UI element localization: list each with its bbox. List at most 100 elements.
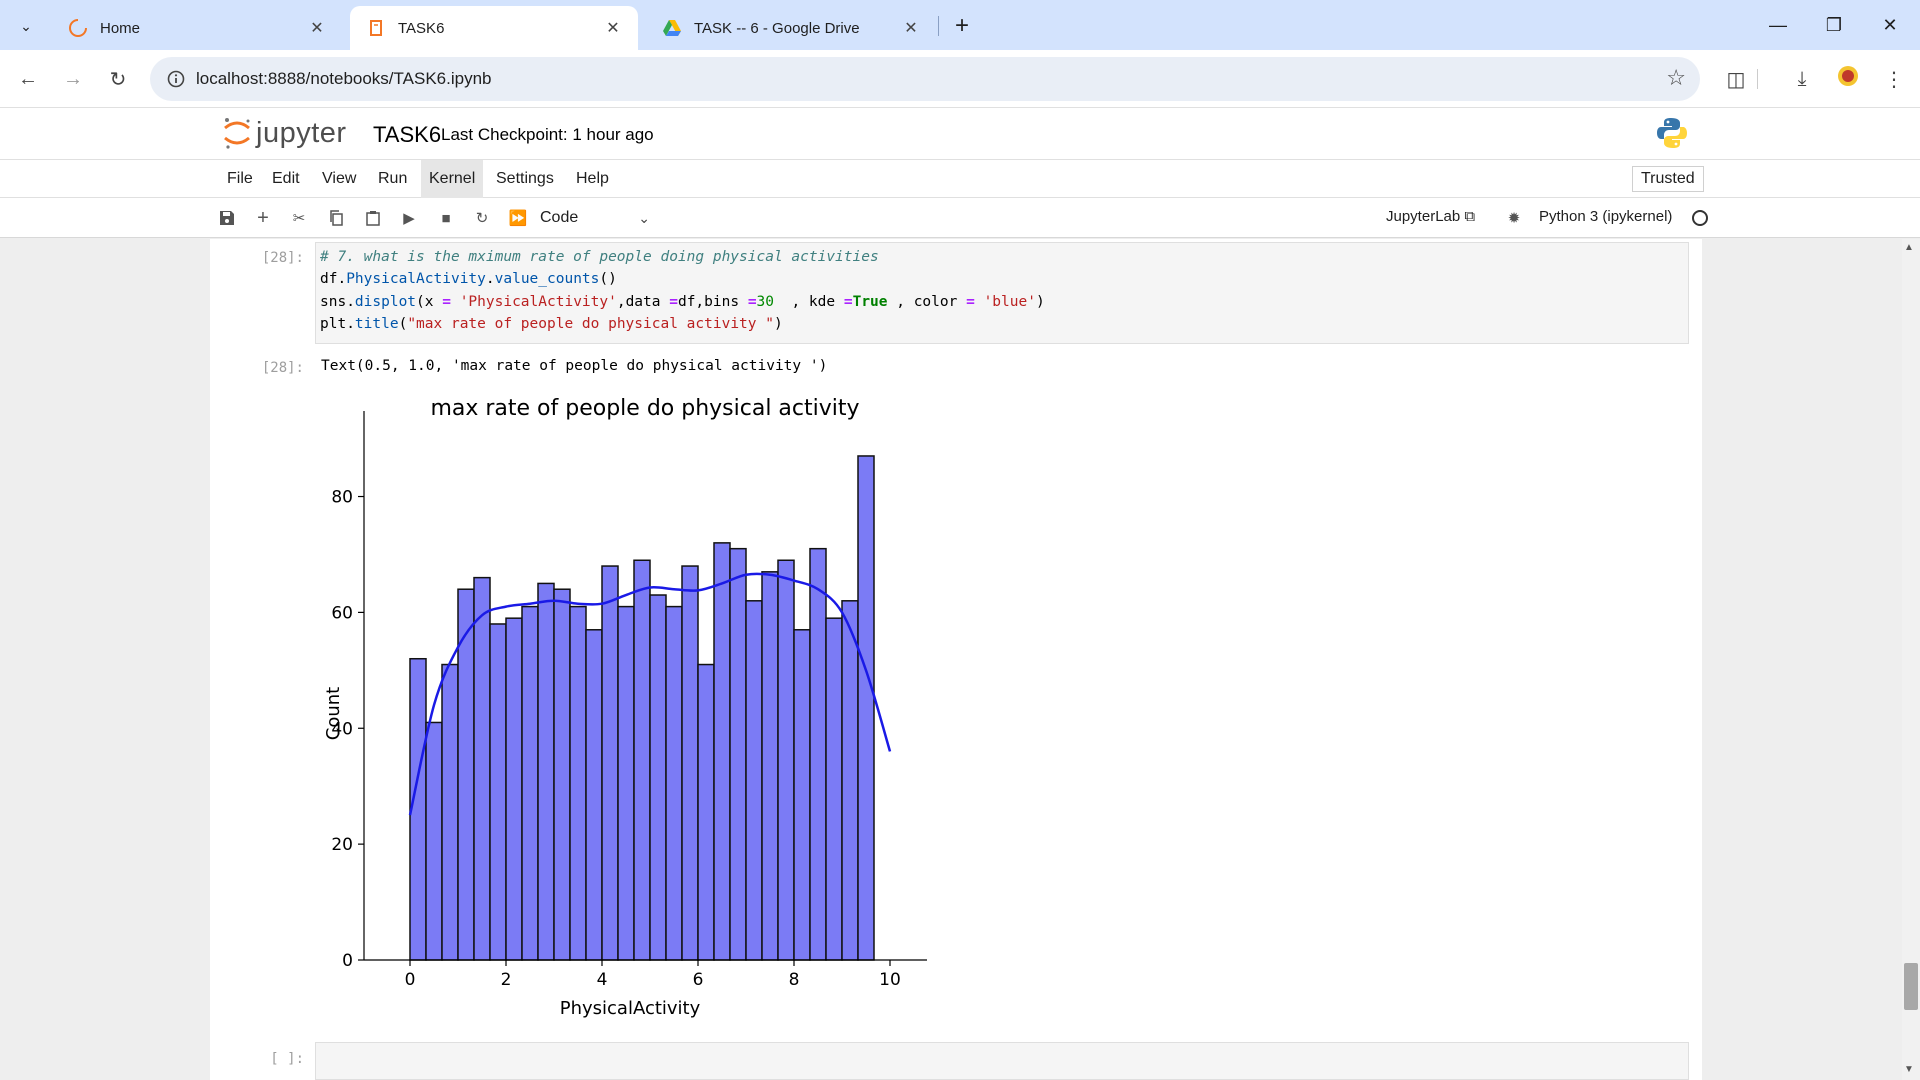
jupyter-loading-icon: [68, 18, 88, 38]
menu-settings[interactable]: Settings: [496, 170, 554, 187]
y-tick-label: 0: [342, 951, 353, 971]
close-icon: ✕: [1882, 14, 1898, 35]
menu-run[interactable]: Run: [378, 170, 408, 187]
close-icon[interactable]: ✕: [310, 20, 324, 37]
x-tick-label: 4: [597, 970, 608, 990]
reload-icon: ↻: [109, 68, 127, 91]
back-button[interactable]: ←: [10, 61, 46, 97]
url-text: localhost:8888/notebooks/TASK6.ipynb: [196, 69, 492, 88]
jupyterlab-label: JupyterLab: [1386, 208, 1461, 225]
histogram-bar: [761, 571, 779, 961]
y-tick-label: 40: [331, 719, 353, 739]
debugger-icon[interactable]: ✹: [1507, 210, 1521, 227]
notebook-icon: [366, 18, 386, 38]
chevron-down-icon: ⌄: [638, 210, 650, 226]
x-tick-label: 0: [405, 970, 416, 990]
histogram-bar: [697, 663, 715, 961]
x-tick-label: 8: [789, 970, 800, 990]
jupyterlab-link[interactable]: JupyterLab ⧉: [1386, 208, 1475, 225]
empty-code-cell[interactable]: [315, 1042, 1689, 1080]
kernel-name[interactable]: Python 3 (ipykernel): [1539, 208, 1673, 225]
menu-kernel[interactable]: Kernel: [421, 160, 484, 198]
y-axis-label: Count: [323, 687, 344, 740]
histogram-bar: [441, 663, 459, 961]
histogram-bar: [857, 455, 875, 961]
paste-icon[interactable]: [361, 206, 385, 230]
download-icon: ⤓: [1797, 67, 1807, 90]
external-link-icon: ⧉: [1464, 208, 1476, 225]
arrow-left-icon: ←: [18, 67, 38, 90]
arrow-right-icon: →: [63, 67, 83, 90]
histogram-bar: [681, 565, 699, 961]
extensions-button[interactable]: ◫: [1718, 61, 1754, 97]
cell-type-select[interactable]: Code ⌄: [540, 206, 650, 230]
stop-icon[interactable]: ■: [441, 209, 451, 227]
scrollbar[interactable]: [1902, 239, 1920, 1080]
menu-file[interactable]: File: [227, 170, 253, 187]
tab-title: Home: [100, 19, 141, 37]
tab-home[interactable]: Home ✕: [52, 6, 342, 50]
x-tick-label: 2: [501, 970, 512, 990]
minimize-icon: —: [1769, 14, 1787, 35]
forward-button[interactable]: →: [55, 61, 91, 97]
histogram-chart: 0 2 4 6 8 10 0 20 40 60 80 PhysicalActivity Count max…: [323, 396, 927, 1019]
tab-search-button[interactable]: ⌄: [10, 10, 42, 42]
minimize-button[interactable]: —: [1750, 0, 1806, 50]
histogram-bar: [553, 588, 571, 961]
histogram-bar: [649, 594, 667, 961]
trusted-indicator[interactable]: Trusted: [1632, 166, 1704, 192]
histogram-bar: [617, 605, 635, 961]
puzzle-icon: ◫: [1726, 68, 1746, 91]
menu-help[interactable]: Help: [576, 170, 609, 187]
new-tab-button[interactable]: +: [946, 10, 978, 42]
histogram-bar: [713, 542, 731, 961]
code-cell-editor[interactable]: [315, 242, 1689, 344]
fast-forward-icon[interactable]: ⏩: [508, 210, 528, 227]
close-icon[interactable]: ✕: [904, 20, 918, 37]
address-bar[interactable]: localhost:8888/notebooks/TASK6.ipynb ☆: [150, 57, 1700, 101]
histogram-bar: [665, 605, 683, 961]
histogram-bar: [793, 629, 811, 961]
add-cell-icon[interactable]: +: [257, 206, 269, 229]
code-comment: # 7. what is the mximum rate of people d…: [320, 249, 879, 265]
downloads-button[interactable]: ⤓: [1784, 61, 1820, 97]
save-icon[interactable]: [215, 206, 239, 230]
menu-view[interactable]: View: [322, 170, 357, 187]
tab-task6[interactable]: TASK6 ✕: [350, 6, 638, 50]
scroll-up-icon[interactable]: ▲: [1904, 242, 1914, 253]
chart-title: max rate of people do physical activity: [430, 396, 859, 421]
menu-bar: File Edit View Run Kernel Settings Help …: [0, 160, 1920, 198]
browser-tabstrip: ⌄ Home ✕ TASK6 ✕ TASK -- 6 - Google Driv…: [0, 0, 1920, 50]
chrome-menu-button[interactable]: ⋮: [1876, 61, 1912, 97]
chevron-down-icon: ⌄: [20, 17, 32, 34]
site-info-icon[interactable]: [164, 67, 188, 91]
reload-button[interactable]: ↻: [100, 61, 136, 97]
menu-edit[interactable]: Edit: [272, 170, 300, 187]
close-icon[interactable]: ✕: [606, 20, 620, 37]
toolbar-divider: [1757, 69, 1758, 89]
y-tick-label: 60: [331, 603, 353, 623]
histogram-bar: [505, 617, 523, 961]
jupyter-logo[interactable]: jupyter: [222, 116, 347, 150]
tab-google-drive[interactable]: TASK -- 6 - Google Drive ✕: [646, 6, 936, 50]
cell-type-value: Code: [540, 209, 579, 226]
notebook-toolbar: + ✂ ▶ ■ ↻ ⏩ Code ⌄ JupyterLab ⧉ ✹ Python…: [0, 198, 1920, 238]
copy-icon[interactable]: [324, 206, 348, 230]
restart-icon[interactable]: ↻: [475, 210, 489, 227]
close-window-button[interactable]: ✕: [1862, 0, 1918, 50]
scrollbar-thumb[interactable]: [1904, 963, 1918, 1010]
profile-button[interactable]: [1830, 61, 1866, 97]
histogram-bar: [569, 605, 587, 961]
avatar: [1837, 65, 1859, 93]
run-icon[interactable]: ▶: [403, 210, 415, 227]
bookmark-star-icon[interactable]: ☆: [1666, 65, 1686, 90]
restore-button[interactable]: ❐: [1806, 0, 1862, 50]
notebook-title[interactable]: TASK6: [373, 122, 442, 147]
code-line: df.PhysicalActivity.value_counts(): [320, 271, 617, 287]
jupyter-logo-icon: [224, 118, 250, 149]
scroll-down-icon[interactable]: ▼: [1904, 1064, 1914, 1075]
more-vert-icon: ⋮: [1884, 68, 1904, 91]
y-tick-label: 80: [331, 488, 353, 508]
cut-icon[interactable]: ✂: [292, 210, 306, 227]
jupyter-header: jupyter TASK6 Last Checkpoint: 1 hour ag…: [0, 108, 1920, 160]
